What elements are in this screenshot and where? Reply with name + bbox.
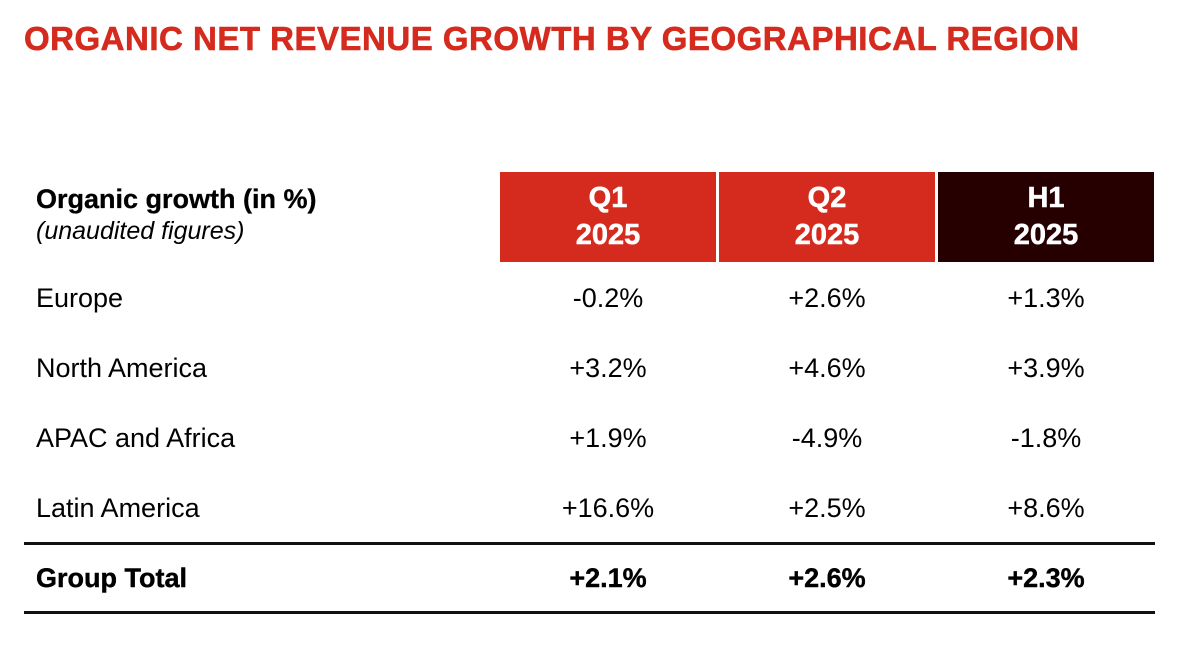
column-header-q2: Q2 2025	[719, 172, 935, 262]
row-label: North America	[36, 353, 208, 383]
cell-q1: +1.9%	[569, 423, 647, 453]
row-label: APAC and Africa	[36, 423, 236, 453]
header-label-main: Organic growth (in %)	[36, 184, 317, 214]
cell-q2: +2.5%	[788, 493, 866, 523]
header-label-sub: (unaudited figures)	[36, 217, 245, 245]
cell-h1: -1.8%	[1010, 423, 1082, 453]
cell-q1: +16.6%	[561, 493, 655, 523]
cell-h1: +1.3%	[1007, 283, 1085, 313]
column-header-year: 2025	[575, 219, 641, 252]
cell-q2: +2.6%	[788, 283, 866, 313]
cell-q2: +2.6%	[788, 563, 866, 593]
column-header-year: 2025	[794, 219, 860, 252]
cell-q2: +4.6%	[788, 353, 866, 383]
row-label: Europe	[36, 283, 124, 313]
cell-q2: -4.9%	[791, 423, 863, 453]
table-row-latin-america: Latin America +16.6% +2.5% +8.6%	[0, 488, 1184, 528]
cell-h1: +8.6%	[1007, 493, 1085, 523]
cell-h1: +2.3%	[1007, 563, 1085, 593]
cell-q1: -0.2%	[572, 283, 644, 313]
cell-q1: +2.1%	[569, 563, 647, 593]
table-row-north-america: North America +3.2% +4.6% +3.9%	[0, 348, 1184, 388]
row-label: Group Total	[36, 563, 187, 593]
divider-bottom	[24, 611, 1155, 614]
column-header-period: H1	[1027, 182, 1065, 215]
table-row-apac-africa: APAC and Africa +1.9% -4.9% -1.8%	[0, 418, 1184, 458]
column-header-period: Q1	[588, 182, 628, 215]
table-header-label: Organic growth (in %) (unaudited figures…	[36, 182, 317, 246]
cell-q1: +3.2%	[569, 353, 647, 383]
table-row-europe: Europe -0.2% +2.6% +1.3%	[0, 278, 1184, 318]
column-header-h1: H1 2025	[938, 172, 1154, 262]
table-row-group-total: Group Total +2.1% +2.6% +2.3%	[0, 558, 1184, 598]
page-title: ORGANIC NET REVENUE GROWTH BY GEOGRAPHIC…	[24, 20, 1080, 58]
column-header-q1: Q1 2025	[500, 172, 716, 262]
divider-top	[24, 542, 1155, 545]
column-header-year: 2025	[1013, 219, 1079, 252]
row-label: Latin America	[36, 493, 200, 523]
column-header-period: Q2	[807, 182, 847, 215]
cell-h1: +3.9%	[1007, 353, 1085, 383]
